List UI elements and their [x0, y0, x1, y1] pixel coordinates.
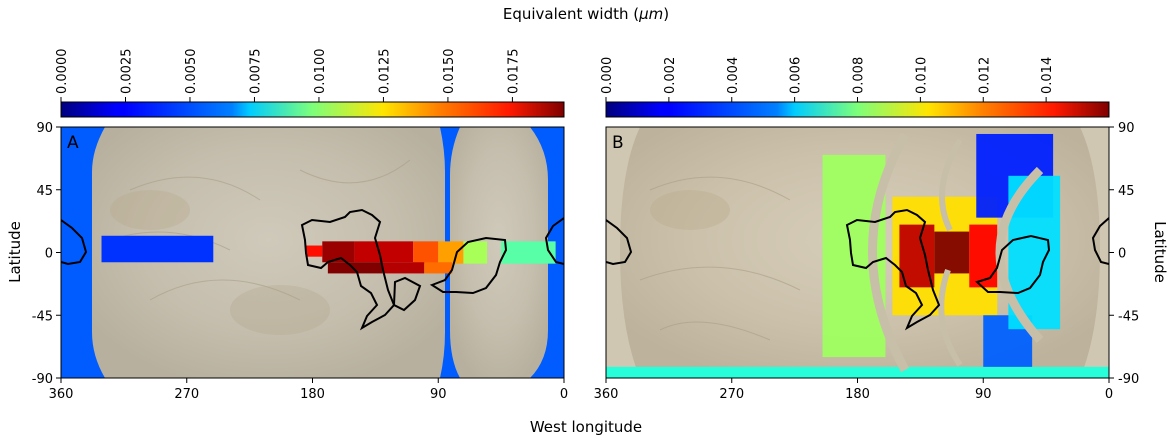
heatmap-cell [501, 241, 556, 264]
colorbar-tick-label: 0.012 [977, 57, 992, 94]
x-tick-label: 90 [975, 387, 992, 402]
surface-map-a [92, 127, 548, 378]
colorbar-tick-label: 0.0150 [442, 49, 457, 95]
colorbar-tick-label: 0.008 [852, 57, 867, 94]
heatmap-cell [969, 224, 998, 288]
colorbar-tick-label: 0.010 [914, 57, 929, 94]
y-axis-label-left: Latitude [6, 221, 24, 283]
panel-label-a: A [67, 133, 79, 153]
colorbar-tick-label: 0.0100 [313, 49, 328, 95]
y-tick-label: 45 [1118, 184, 1135, 199]
heatmap-a-overlay [101, 235, 556, 274]
region-outline-a [61, 208, 564, 331]
colorbar-tick-label: 0.002 [663, 57, 678, 94]
colorbar-b [606, 102, 1109, 117]
colorbar-tick-label: 0.014 [1040, 57, 1055, 94]
x-axis-label: West longitude [530, 418, 642, 436]
colorbar-a-ticks: 0.0000 0.0025 0.0050 0.0075 0.0100 0.0125 0.01… [55, 49, 521, 102]
colorbar-title: Equivalent width (μm) [503, 5, 669, 23]
heatmap-cell [101, 235, 214, 263]
region-outline-b [606, 208, 1109, 331]
x-tick-label: 360 [49, 387, 74, 402]
colorbar-tick-label: 0.004 [726, 57, 741, 94]
y-tick-label: -45 [1118, 309, 1139, 324]
y-tick-label: 45 [36, 184, 53, 199]
colorbar-b-ticks: 0.000 0.002 0.004 0.006 0.008 0.010 0.012 0.014 [600, 57, 1055, 102]
x-tick-label: 180 [300, 387, 325, 402]
y-tick-label: -90 [32, 372, 53, 387]
heatmap-cell [934, 231, 970, 274]
colorbar-tick-label: 0.000 [600, 57, 615, 94]
x-tick-label: 90 [430, 387, 447, 402]
x-tick-label: 180 [845, 387, 870, 402]
y-tick-label: -45 [32, 309, 53, 324]
heatmap-cell [606, 366, 1109, 378]
x-tick-label: 360 [594, 387, 619, 402]
heatmap-cell [463, 241, 488, 264]
y-tick-label: -90 [1118, 372, 1139, 387]
heatmap-cell [322, 241, 355, 263]
heatmap-cell [305, 245, 323, 257]
colorbar-frame-a [60, 101, 565, 118]
x-tick-label: 0 [1105, 387, 1113, 402]
y-tick-label: 90 [1118, 121, 1135, 136]
heatmap-cell [327, 262, 383, 274]
colorbar-a [61, 102, 564, 117]
heatmap-cell [354, 241, 414, 263]
x-tick-label: 270 [719, 387, 744, 402]
heatmap-cell [413, 241, 439, 264]
colorbar-tick-label: 0.006 [789, 57, 804, 94]
colorbar-tick-label: 0.0025 [119, 49, 134, 95]
axes-a: 360 270 180 90 0 90 45 0 -45 -90 [32, 121, 568, 402]
colorbar-tick-label: 0.0075 [248, 49, 263, 95]
gap-arcs-b [868, 132, 1044, 373]
colorbar-tick-label: 0.0175 [506, 49, 521, 95]
x-tick-label: 0 [560, 387, 568, 402]
axes-b: 360 270 180 90 0 90 45 0 -45 -90 [594, 121, 1140, 402]
heatmap-cell [382, 262, 425, 274]
y-tick-label: 90 [36, 121, 53, 136]
y-tick-label: 0 [1118, 247, 1126, 262]
colorbar-tick-label: 0.0125 [377, 49, 392, 95]
panel-label-b: B [612, 133, 624, 153]
heatmap-cell [899, 224, 935, 288]
x-tick-label: 270 [174, 387, 199, 402]
colorbar-tick-label: 0.0000 [55, 49, 70, 95]
y-tick-label: 0 [45, 247, 53, 262]
y-axis-label-right: Latitude [1151, 221, 1169, 283]
colorbar-tick-label: 0.0050 [184, 49, 199, 95]
heatmap-cell [424, 262, 453, 274]
heatmap-cell [438, 241, 464, 264]
